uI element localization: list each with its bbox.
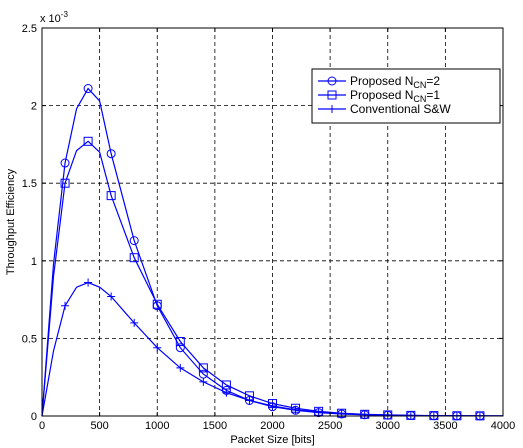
x-tick-label: 1500: [203, 420, 227, 432]
y-tick-label: 2: [31, 101, 37, 113]
legend-marker: [328, 105, 336, 113]
x-axis-label: Packet Size [bits]: [230, 434, 314, 446]
data-point-square: [152, 299, 162, 309]
y-scale-exponent: -3: [61, 10, 69, 19]
data-point-plus: [222, 388, 231, 397]
legend-entry: Conventional S&W: [318, 102, 451, 116]
data-point-circle: [175, 343, 185, 353]
x-tick-label: 0: [39, 420, 45, 432]
y-tick-label: 2.5: [22, 23, 37, 35]
x-tick-label: 1000: [145, 420, 169, 432]
legend-entry: Proposed NCN=2: [318, 74, 440, 90]
data-point-square: [198, 363, 208, 373]
legend-box: [311, 68, 501, 124]
y-tick-label: 0: [31, 411, 37, 423]
legend-marker: [327, 90, 337, 100]
data-point-plus: [84, 278, 93, 287]
legend-entry: Proposed NCN=1: [318, 88, 440, 104]
data-point-plus: [130, 318, 139, 327]
y-scale-base: x 10: [40, 13, 61, 25]
y-tick-label: 1: [31, 256, 37, 268]
legend-label-main: Proposed N: [350, 74, 413, 88]
data-point-square: [175, 337, 185, 347]
x-tick-label: 3500: [433, 420, 457, 432]
data-point-circle: [60, 158, 70, 168]
data-point-plus: [107, 292, 116, 301]
data-point-plus: [153, 343, 162, 352]
data-point-plus: [245, 396, 254, 405]
legend-label-suffix: =1: [426, 88, 440, 102]
data-point-square: [106, 191, 116, 201]
legend-label-main: Proposed N: [350, 88, 413, 102]
data-point-plus: [176, 363, 185, 372]
legend-label-subscript: CN: [413, 80, 426, 90]
legend-label-main: Conventional S&W: [350, 102, 451, 116]
data-point-plus: [360, 410, 369, 419]
legend-marker: [327, 76, 337, 86]
x-tick-label: 2500: [318, 420, 342, 432]
legend-label: Conventional S&W: [350, 102, 451, 116]
data-point-plus: [199, 377, 208, 386]
data-point-circle: [106, 149, 116, 159]
data-point-plus: [314, 407, 323, 416]
x-tick-label: 500: [90, 420, 108, 432]
data-point-square: [60, 178, 70, 188]
data-point-square: [83, 136, 93, 146]
legend-label-subscript: CN: [413, 94, 426, 104]
legend-label-suffix: =2: [426, 74, 440, 88]
data-point-plus: [406, 411, 415, 420]
y-tick-label: 0.5: [22, 333, 37, 345]
y-axis-label: Throughput Efficiency: [5, 168, 17, 275]
legend-label: Proposed NCN=2: [350, 74, 440, 90]
data-point-plus: [291, 405, 300, 414]
x-tick-label: 4000: [491, 420, 515, 432]
legend-label: Proposed NCN=1: [350, 88, 440, 104]
y-tick-label: 1.5: [22, 178, 37, 190]
x-tick-label: 3000: [376, 420, 400, 432]
data-point-plus: [61, 301, 70, 310]
x-tick-label: 2000: [260, 420, 284, 432]
data-point-circle: [83, 84, 93, 94]
axis-ticks: 0 500 1000 1500 2000 2500 3000 3500 4000 0 0.5 1 1.5…: [22, 23, 516, 432]
data-point-circle: [129, 236, 139, 246]
data-point-plus: [268, 401, 277, 410]
y-scale-label: x 10-3: [40, 10, 68, 25]
data-point-square: [129, 253, 139, 263]
